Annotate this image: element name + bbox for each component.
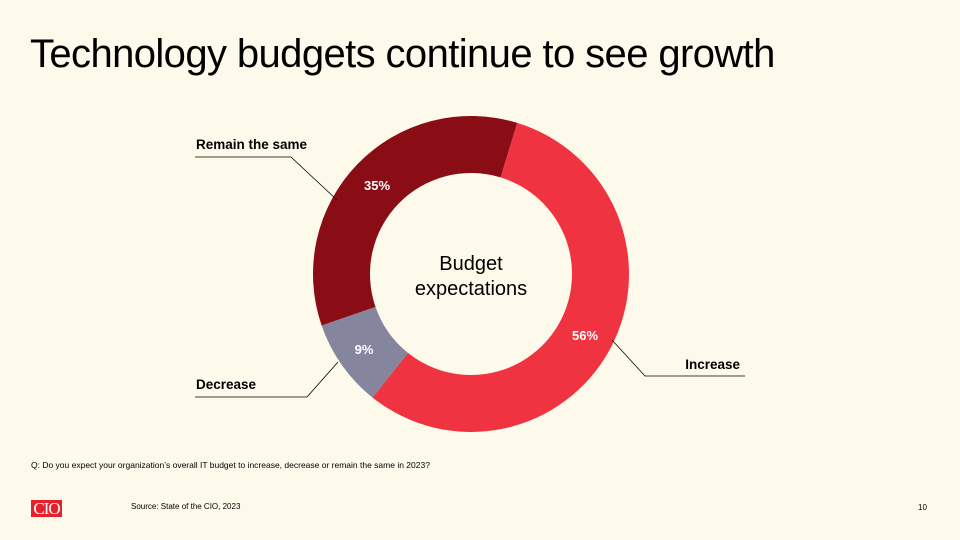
donut-slice-decrease (321, 306, 408, 398)
category-label: Decrease (196, 377, 257, 392)
value-label: 56% (572, 328, 598, 343)
survey-question: Q: Do you expect your organization’s ove… (31, 460, 430, 470)
source-note: Source: State of the CIO, 2023 (131, 502, 241, 511)
category-label: Increase (685, 357, 740, 372)
center-label: expectations (415, 278, 527, 300)
leader-line (195, 361, 339, 398)
category-label: Remain the same (196, 137, 308, 152)
page-number: 10 (918, 503, 927, 512)
leader-line (611, 339, 745, 377)
leader-line (195, 156, 338, 201)
center-label: Budget (439, 253, 503, 275)
value-label: 35% (364, 178, 390, 193)
value-label: 9% (355, 342, 374, 357)
donut-slice-increase (372, 122, 629, 433)
cio-logo: CIO (31, 500, 62, 517)
donut-slice-remain-the-same (313, 116, 518, 326)
slide-title: Technology budgets continue to see growt… (30, 32, 775, 76)
